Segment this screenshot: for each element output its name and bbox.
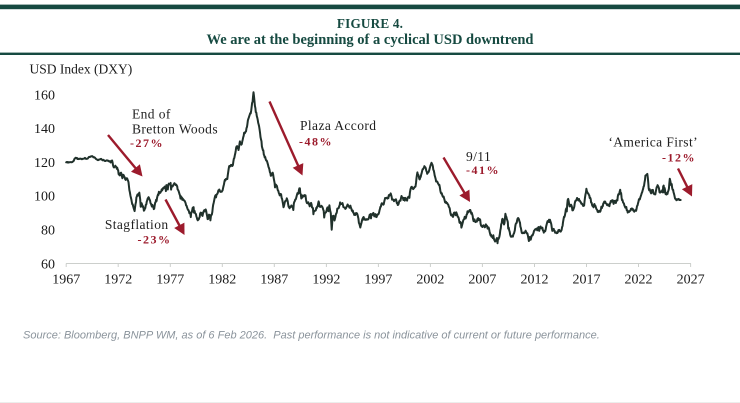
svg-text:End of: End of bbox=[132, 107, 171, 122]
svg-text:-48%: -48% bbox=[299, 135, 333, 149]
svg-text:-41%: -41% bbox=[466, 163, 500, 177]
svg-text:2017: 2017 bbox=[573, 273, 601, 288]
svg-text:Source: Bloomberg, BNPP WM, as: Source: Bloomberg, BNPP WM, as of 6 Feb … bbox=[23, 330, 600, 342]
svg-text:2002: 2002 bbox=[416, 273, 444, 288]
svg-text:2027: 2027 bbox=[677, 273, 705, 288]
svg-text:Stagflation: Stagflation bbox=[105, 217, 169, 232]
svg-text:-23%: -23% bbox=[138, 233, 172, 247]
svg-text:140: 140 bbox=[34, 122, 55, 137]
svg-text:160: 160 bbox=[34, 88, 55, 103]
svg-text:1982: 1982 bbox=[208, 273, 236, 288]
svg-text:60: 60 bbox=[41, 257, 55, 272]
svg-text:1977: 1977 bbox=[156, 273, 184, 288]
svg-text:Plaza Accord: Plaza Accord bbox=[300, 118, 376, 133]
svg-text:80: 80 bbox=[41, 224, 55, 239]
svg-text:FIGURE 4.: FIGURE 4. bbox=[337, 16, 403, 31]
svg-text:2012: 2012 bbox=[521, 273, 549, 288]
svg-text:9/11: 9/11 bbox=[466, 149, 491, 164]
svg-text:2007: 2007 bbox=[468, 273, 496, 288]
svg-text:1967: 1967 bbox=[52, 273, 80, 288]
svg-text:1987: 1987 bbox=[260, 273, 288, 288]
svg-text:1997: 1997 bbox=[364, 273, 392, 288]
svg-text:1992: 1992 bbox=[312, 273, 340, 288]
svg-text:-12%: -12% bbox=[662, 151, 696, 165]
svg-text:100: 100 bbox=[34, 190, 55, 205]
svg-text:Bretton Woods: Bretton Woods bbox=[132, 122, 218, 137]
svg-text:-27%: -27% bbox=[130, 136, 164, 150]
svg-text:We are at the beginning of a c: We are at the beginning of a cyclical US… bbox=[207, 32, 534, 48]
svg-text:120: 120 bbox=[34, 156, 55, 171]
svg-text:1972: 1972 bbox=[104, 273, 132, 288]
svg-text:2022: 2022 bbox=[625, 273, 653, 288]
svg-text:‘America First’: ‘America First’ bbox=[608, 135, 698, 150]
svg-text:USD Index (DXY): USD Index (DXY) bbox=[30, 62, 133, 77]
